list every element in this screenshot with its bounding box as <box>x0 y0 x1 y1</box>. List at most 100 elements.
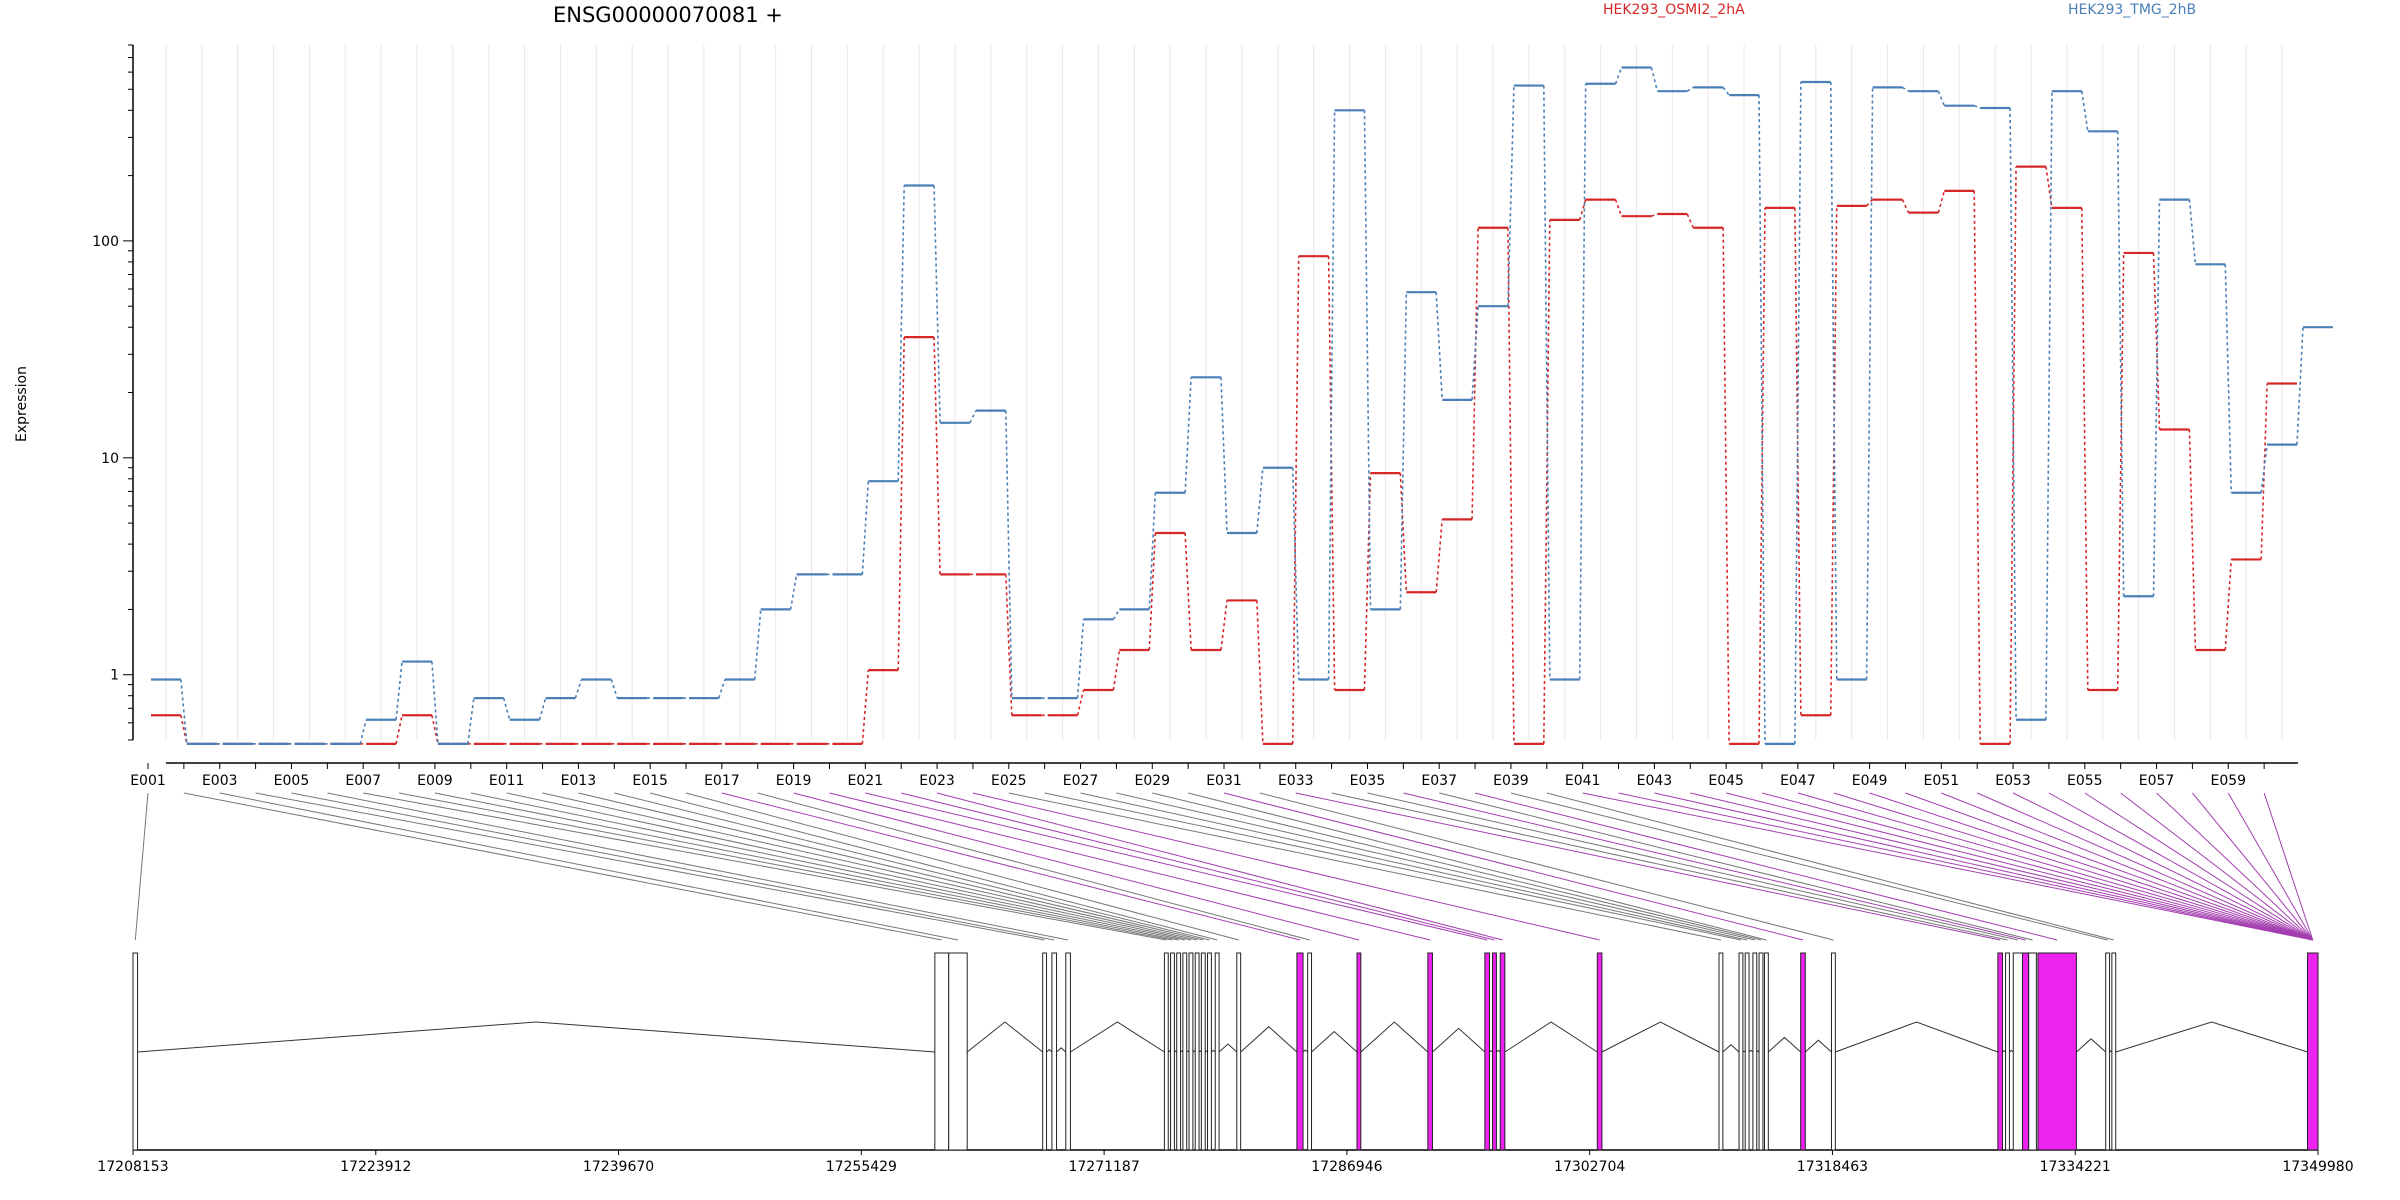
level-connector <box>1937 190 1946 213</box>
exon-connector <box>1976 792 2313 941</box>
level-connector <box>1543 219 1551 744</box>
level-connector <box>1112 608 1121 620</box>
exon-tick-label: E003 <box>202 773 238 789</box>
genome-coordinate-label: 17302704 <box>1554 1159 1625 1175</box>
level-connector <box>861 670 870 744</box>
exon-connector <box>757 792 1310 941</box>
level-connector <box>897 337 905 671</box>
exon-connector <box>1797 792 2313 941</box>
level-connector <box>1148 492 1157 610</box>
exon-tick-label: E029 <box>1134 773 1170 789</box>
exon-tick-label: E017 <box>704 773 740 789</box>
exon-tick-label: E037 <box>1421 773 1457 789</box>
level-connector <box>1220 600 1228 651</box>
exon-connector <box>183 792 942 941</box>
exon-tick-label: E031 <box>1206 773 1242 789</box>
exon-connector <box>1080 792 1748 941</box>
level-connector <box>789 574 798 610</box>
exon <box>1236 952 1242 1151</box>
level-connector <box>1112 649 1121 691</box>
exon-connector <box>1618 792 2313 941</box>
level-connector <box>2188 429 2197 651</box>
intron <box>1218 1043 1238 1053</box>
exon <box>1170 952 1175 1151</box>
exon-tick-label: E025 <box>991 773 1027 789</box>
level-connector <box>431 715 439 745</box>
exon <box>2105 952 2111 1151</box>
exon-highlighted <box>1492 952 1497 1151</box>
exon-tick-label: E035 <box>1350 773 1386 789</box>
level-connector <box>1937 90 1946 107</box>
exon-tick-label: E015 <box>632 773 668 789</box>
exon <box>1207 952 1212 1151</box>
exon-connector <box>650 792 1218 941</box>
exon-highlighted <box>1356 952 1362 1151</box>
exon-connector <box>1259 792 1834 941</box>
intron <box>1070 1021 1165 1053</box>
exon-tick-label: E059 <box>2210 773 2246 789</box>
exon-connector <box>1690 792 2313 941</box>
exon-tick-label: E039 <box>1493 773 1529 789</box>
level-connector <box>1866 199 1874 207</box>
exon-tick-label: E007 <box>345 773 381 789</box>
genome-coordinate-label: 17255429 <box>826 1159 897 1175</box>
exon-connector <box>2227 792 2314 941</box>
exon-connector <box>721 792 1301 941</box>
exon-tick-label: E057 <box>2139 773 2175 789</box>
level-connector <box>1829 205 1838 716</box>
exon-tick-label: E047 <box>1780 773 1816 789</box>
intron <box>1489 1049 1493 1053</box>
exon-tick-label: E001 <box>130 773 166 789</box>
axes: 1 10 100 E001 E003 E005 E007 E009 E011 E013 E015 E0… <box>92 44 2298 789</box>
exon <box>2028 952 2037 1151</box>
exon-connector <box>2192 792 2314 941</box>
level-connector <box>2009 166 2017 744</box>
exon-connector <box>1439 792 2033 941</box>
exon <box>1194 952 1200 1151</box>
exon-connector <box>1905 792 2313 941</box>
level-connector <box>1973 190 1981 744</box>
exon-connector <box>1223 792 1804 941</box>
exon <box>2012 952 2024 1151</box>
level-connector <box>2081 91 2089 132</box>
intron <box>966 1021 1043 1053</box>
level-connector <box>2296 327 2304 445</box>
intron <box>1240 1026 1298 1053</box>
level-connector <box>969 410 977 424</box>
exon-tick-label: E051 <box>1924 773 1960 789</box>
exon-connector <box>1833 792 2313 941</box>
series-layer <box>151 66 2333 745</box>
intron <box>1601 1021 1720 1053</box>
exon-tick-label: E009 <box>417 773 453 789</box>
exon-highlighted <box>2037 952 2077 1151</box>
level-connector <box>2260 383 2268 560</box>
level-connector <box>180 679 188 744</box>
level-connector <box>718 679 726 699</box>
exon-connector <box>1295 792 2001 941</box>
exon-tick-label: E027 <box>1063 773 1099 789</box>
exon-connector <box>2084 792 2314 941</box>
level-connector <box>1686 86 1694 92</box>
level-connector <box>1184 532 1192 651</box>
exon <box>1744 952 1750 1151</box>
genome-coordinate-label: 17271187 <box>1068 1159 1139 1175</box>
y-tick-label: 100 <box>92 234 119 250</box>
exon-connector <box>2012 792 2313 941</box>
exon-connector <box>542 792 1198 941</box>
level-connector <box>1471 306 1479 400</box>
intron <box>1311 1030 1358 1053</box>
level-connector <box>180 715 188 745</box>
exon-connector <box>1761 792 2313 941</box>
level-connector <box>2081 207 2089 691</box>
level-connector <box>1327 110 1336 680</box>
exon-connector <box>829 792 1431 941</box>
exon <box>1042 952 1048 1151</box>
legend-series-tmg: HEK293_TMG_2hB <box>2068 2 2196 18</box>
intron <box>1496 1049 1501 1053</box>
exon-tick-label: E053 <box>1995 773 2031 789</box>
exon-connector <box>1941 792 2313 941</box>
level-connector <box>1722 227 1730 744</box>
exon-connector <box>614 792 1210 941</box>
level-connector <box>2045 91 2053 720</box>
level-connector <box>1184 377 1192 493</box>
